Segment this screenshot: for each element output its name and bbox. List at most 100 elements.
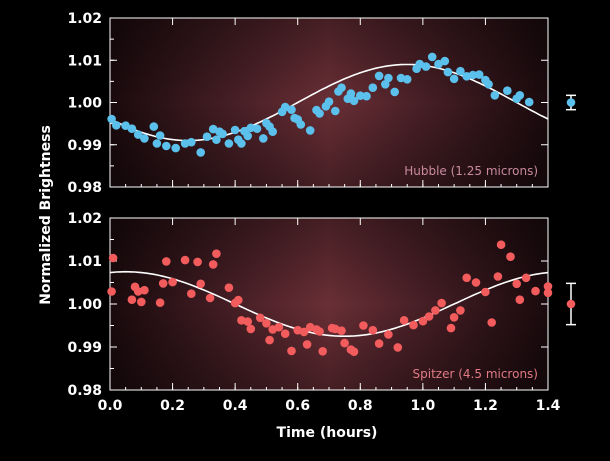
spitzer-data-point [196,279,205,289]
hubble-data-point [243,131,252,141]
hubble-data-point [374,71,384,81]
spitzer-data-point [155,298,165,308]
spitzer-data-point [162,257,171,266]
hubble-data-point [237,139,246,148]
hubble-data-point [449,74,459,84]
spitzer-data-point [287,346,296,356]
hubble-data-point [456,66,465,76]
spitzer-x-tick-label: 0.8 [348,398,373,414]
hubble-data-point [305,126,315,135]
spitzer-data-point [506,252,515,261]
hubble-data-point [474,70,484,79]
hubble-y-tick-label: 0.99 [67,138,102,154]
spitzer-y-tick-label: 1.02 [67,211,102,227]
spitzer-data-point [187,289,196,299]
spitzer-data-point [212,249,221,258]
hubble-data-point [202,132,212,141]
y-axis-label: Normalized Brightness [38,125,54,305]
hubble-data-point [296,120,306,129]
hubble-data-point [224,139,234,148]
spitzer-data-point [399,316,409,325]
spitzer-plot-shade [110,218,548,390]
hubble-panel-label: Hubble (1.25 microns) [404,164,538,178]
spitzer-data-point [158,279,168,288]
spitzer-data-point [205,293,215,303]
hubble-data-point [268,127,278,136]
spitzer-model-curve [109,270,549,337]
hubble-data-point [287,105,296,114]
spitzer-x-tick-label: 1.4 [536,398,561,414]
spitzer-data-point [409,320,418,330]
spitzer-x-tick-label: 1.0 [410,398,435,414]
spitzer-x-tick-label: 0.2 [160,398,185,414]
spitzer-data-point [456,306,465,315]
spitzer-data-point [193,257,202,267]
spitzer-data-point [262,319,271,328]
hubble-data-point [427,52,437,62]
spitzer-data-point [543,282,553,291]
spitzer-data-point [246,324,256,334]
spitzer-data-point [446,323,456,333]
spitzer-data-point [299,327,309,337]
spitzer-data-point [243,317,252,326]
hubble-data-point [133,130,143,139]
spitzer-x-tick-label: 0.6 [285,398,310,414]
spitzer-data-point [424,312,434,321]
spitzer-x-tick-label: 1.2 [473,398,498,414]
spitzer-data-point [255,313,265,323]
spitzer-data-point [302,340,312,349]
spitzer-data-point [337,326,346,336]
spitzer-data-point [449,313,459,322]
hubble-data-point [196,148,205,157]
spitzer-y-tick-label: 1.00 [67,297,102,313]
spitzer-data-point [340,338,349,348]
spitzer-data-point [521,273,531,283]
hubble-data-point [390,87,400,97]
spitzer-data-point [515,295,525,305]
hubble-y-tick-label: 0.98 [67,180,102,196]
spitzer-data-point [127,295,137,305]
spitzer-y-tick-label: 0.99 [67,340,102,356]
spitzer-data-point [471,278,481,287]
hubble-y-tick-label: 1.02 [67,11,102,27]
spitzer-data-point [168,277,177,287]
spitzer-data-point [208,260,218,269]
spitzer-data-point [487,318,497,327]
hubble-data-point [212,135,221,144]
hubble-data-point [331,106,340,116]
spitzer-data-point [437,298,446,308]
hubble-data-point [218,129,227,139]
hubble-data-point [484,80,493,89]
spitzer-data-point [315,327,324,336]
spitzer-data-point [531,286,540,296]
hubble-data-point [149,122,159,131]
hubble-data-point [162,141,171,151]
spitzer-data-point [180,255,190,265]
spitzer-data-point [462,273,472,283]
hubble-data-point [155,131,165,140]
hubble-data-point [356,91,365,100]
x-axis-label: Time (hours) [277,425,378,441]
hubble-data-point [337,83,346,92]
spitzer-data-point [274,322,284,332]
hubble-data-point [402,75,412,84]
spitzer-x-tick-label: 0.4 [223,398,248,414]
spitzer-data-point [543,288,553,298]
hubble-y-tick-label: 1.00 [67,96,102,112]
hubble-data-point [515,91,525,100]
hubble-data-point [524,97,534,107]
hubble-data-point [362,91,371,101]
hubble-data-point [112,121,121,130]
spitzer-data-point [108,253,118,263]
hubble-data-point [127,124,137,133]
hubble-data-point [315,109,324,118]
spitzer-data-point [368,325,378,335]
spitzer-data-point [431,306,440,315]
hubble-data-point [187,137,196,147]
spitzer-data-point [107,287,116,296]
spitzer-data-point [384,330,393,339]
hubble-data-point [140,134,149,143]
hubble-data-point [468,70,478,80]
spitzer-x-tick-label: 0.0 [98,398,123,414]
